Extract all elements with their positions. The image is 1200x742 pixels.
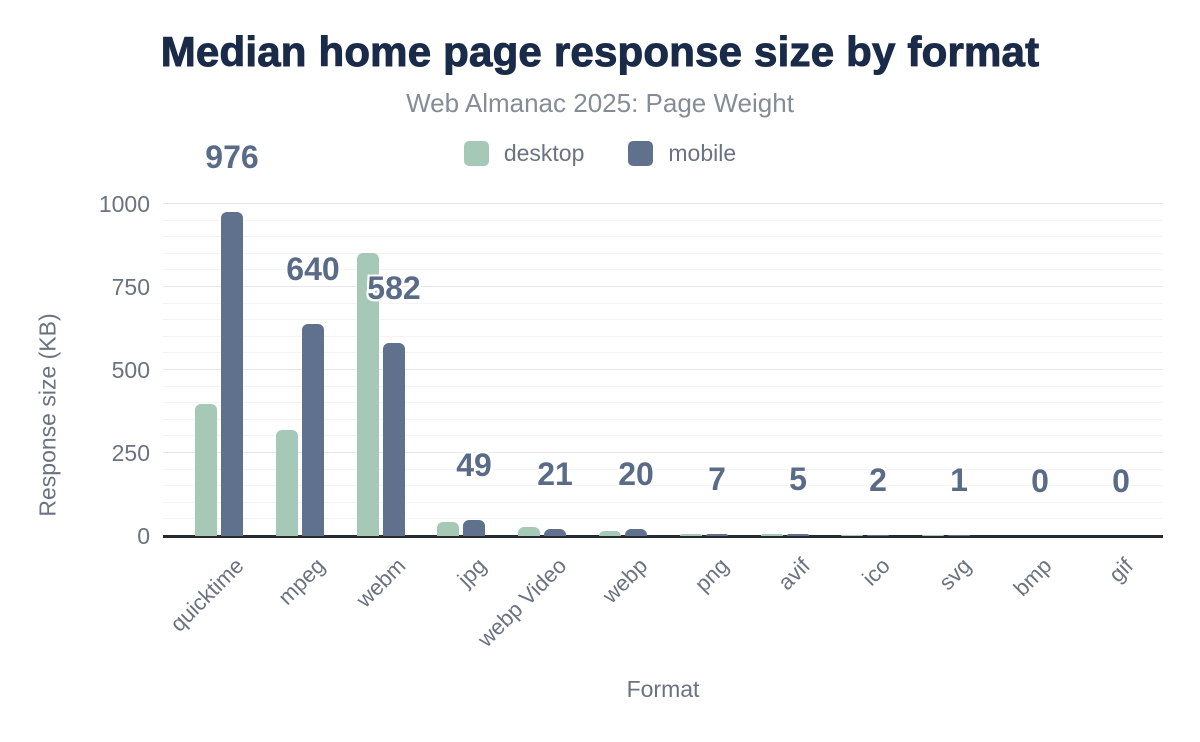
minor-gridline	[163, 469, 1163, 470]
minor-gridline	[163, 402, 1163, 403]
minor-gridline	[163, 485, 1163, 486]
x-tick-label-gif: gif	[1103, 553, 1138, 588]
chart-title: Median home page response size by format	[160, 28, 1040, 76]
x-tick-label-webp: webp	[597, 553, 653, 608]
data-label-avif: 5	[789, 461, 807, 497]
bar-mobile-quicktime[interactable]	[221, 212, 243, 536]
bar-desktop-jpg[interactable]	[437, 522, 459, 536]
x-tick-label-avif: avif	[772, 553, 815, 595]
bar-mobile-svg[interactable]	[948, 535, 970, 536]
x-tick-label-mpeg: mpeg	[273, 553, 330, 610]
bar-mobile-webm[interactable]	[383, 343, 405, 536]
data-label-jpg: 49	[456, 447, 492, 483]
x-tick-label-ico: ico	[857, 553, 895, 591]
minor-gridline	[163, 386, 1163, 387]
minor-gridline	[163, 336, 1163, 337]
minor-gridline	[163, 303, 1163, 304]
x-tick-label-png: png	[690, 553, 734, 597]
minor-gridline	[163, 435, 1163, 436]
legend-item-desktop[interactable]: desktop	[463, 139, 585, 167]
major-gridline	[163, 286, 1163, 287]
plot-area: 976 640 582 49 21 20 7 5 2 1 0 0	[163, 139, 1163, 538]
data-label-webp: 20	[618, 456, 654, 492]
y-tick-label-250: 250	[111, 440, 150, 466]
minor-gridline	[163, 269, 1163, 270]
minor-gridline	[163, 419, 1163, 420]
x-tick-label-jpg: jpg	[452, 553, 491, 592]
bar-desktop-webp[interactable]	[599, 531, 621, 536]
bar-mobile-ico[interactable]	[867, 535, 889, 536]
chart-subtitle: Web Almanac 2025: Page Weight	[406, 88, 794, 118]
legend-item-mobile[interactable]: mobile	[628, 140, 736, 167]
y-tick-label-1000: 1000	[98, 191, 150, 217]
legend-swatch-mobile-icon	[628, 140, 654, 166]
minor-gridline	[163, 236, 1163, 237]
bar-mobile-png[interactable]	[706, 534, 728, 536]
data-label-gif: 0	[1112, 463, 1130, 499]
bar-mobile-webp[interactable]	[625, 529, 647, 536]
y-tick-label-750: 750	[111, 274, 150, 300]
x-axis-title: Format	[626, 676, 700, 702]
x-tick-label-svg: svg	[933, 553, 976, 595]
x-axis-line	[163, 535, 1163, 538]
minor-gridline	[163, 253, 1163, 254]
bar-desktop-avif[interactable]	[761, 534, 783, 536]
major-gridline	[163, 369, 1163, 370]
bar-desktop-quicktime[interactable]	[195, 404, 217, 536]
data-label-bmp: 0	[1031, 463, 1049, 499]
bar-desktop-svg[interactable]	[922, 535, 944, 536]
legend-swatch-desktop-icon	[463, 140, 489, 166]
x-tick-label-webm: webm	[351, 553, 411, 613]
y-tick-label-0: 0	[137, 523, 150, 549]
data-label-png: 7	[708, 461, 726, 497]
data-label-quicktime: 976	[205, 139, 259, 175]
major-gridline	[163, 452, 1163, 453]
bar-mobile-avif[interactable]	[787, 534, 809, 536]
bar-mobile-mpeg[interactable]	[302, 324, 324, 536]
data-label-webm: 582	[367, 270, 421, 306]
bar-desktop-webp-video[interactable]	[518, 527, 540, 536]
data-label-ico: 2	[869, 462, 887, 498]
data-label-mpeg: 640	[286, 251, 340, 287]
x-tick-label-quicktime: quicktime	[165, 553, 249, 637]
bar-desktop-webm[interactable]	[357, 253, 379, 536]
minor-gridline	[163, 518, 1163, 519]
minor-gridline	[163, 352, 1163, 353]
legend-label-desktop: desktop	[503, 139, 585, 166]
data-label-svg: 1	[950, 462, 968, 498]
major-gridline	[163, 203, 1163, 204]
x-tick-label-bmp: bmp	[1008, 553, 1057, 601]
minor-gridline	[163, 319, 1163, 320]
minor-gridline	[163, 502, 1163, 503]
y-tick-label-500: 500	[111, 357, 150, 383]
y-axis-title: Response size (KB)	[34, 313, 61, 517]
legend: desktop mobile	[0, 138, 1200, 168]
legend-label-mobile: mobile	[668, 139, 737, 166]
bar-desktop-ico[interactable]	[841, 535, 863, 536]
minor-gridline	[163, 220, 1163, 221]
bar-mobile-webp-video[interactable]	[544, 529, 566, 536]
data-label-webp-video: 21	[537, 456, 573, 492]
bar-mobile-jpg[interactable]	[463, 520, 485, 536]
bar-desktop-mpeg[interactable]	[276, 430, 298, 536]
bar-desktop-png[interactable]	[680, 534, 702, 536]
